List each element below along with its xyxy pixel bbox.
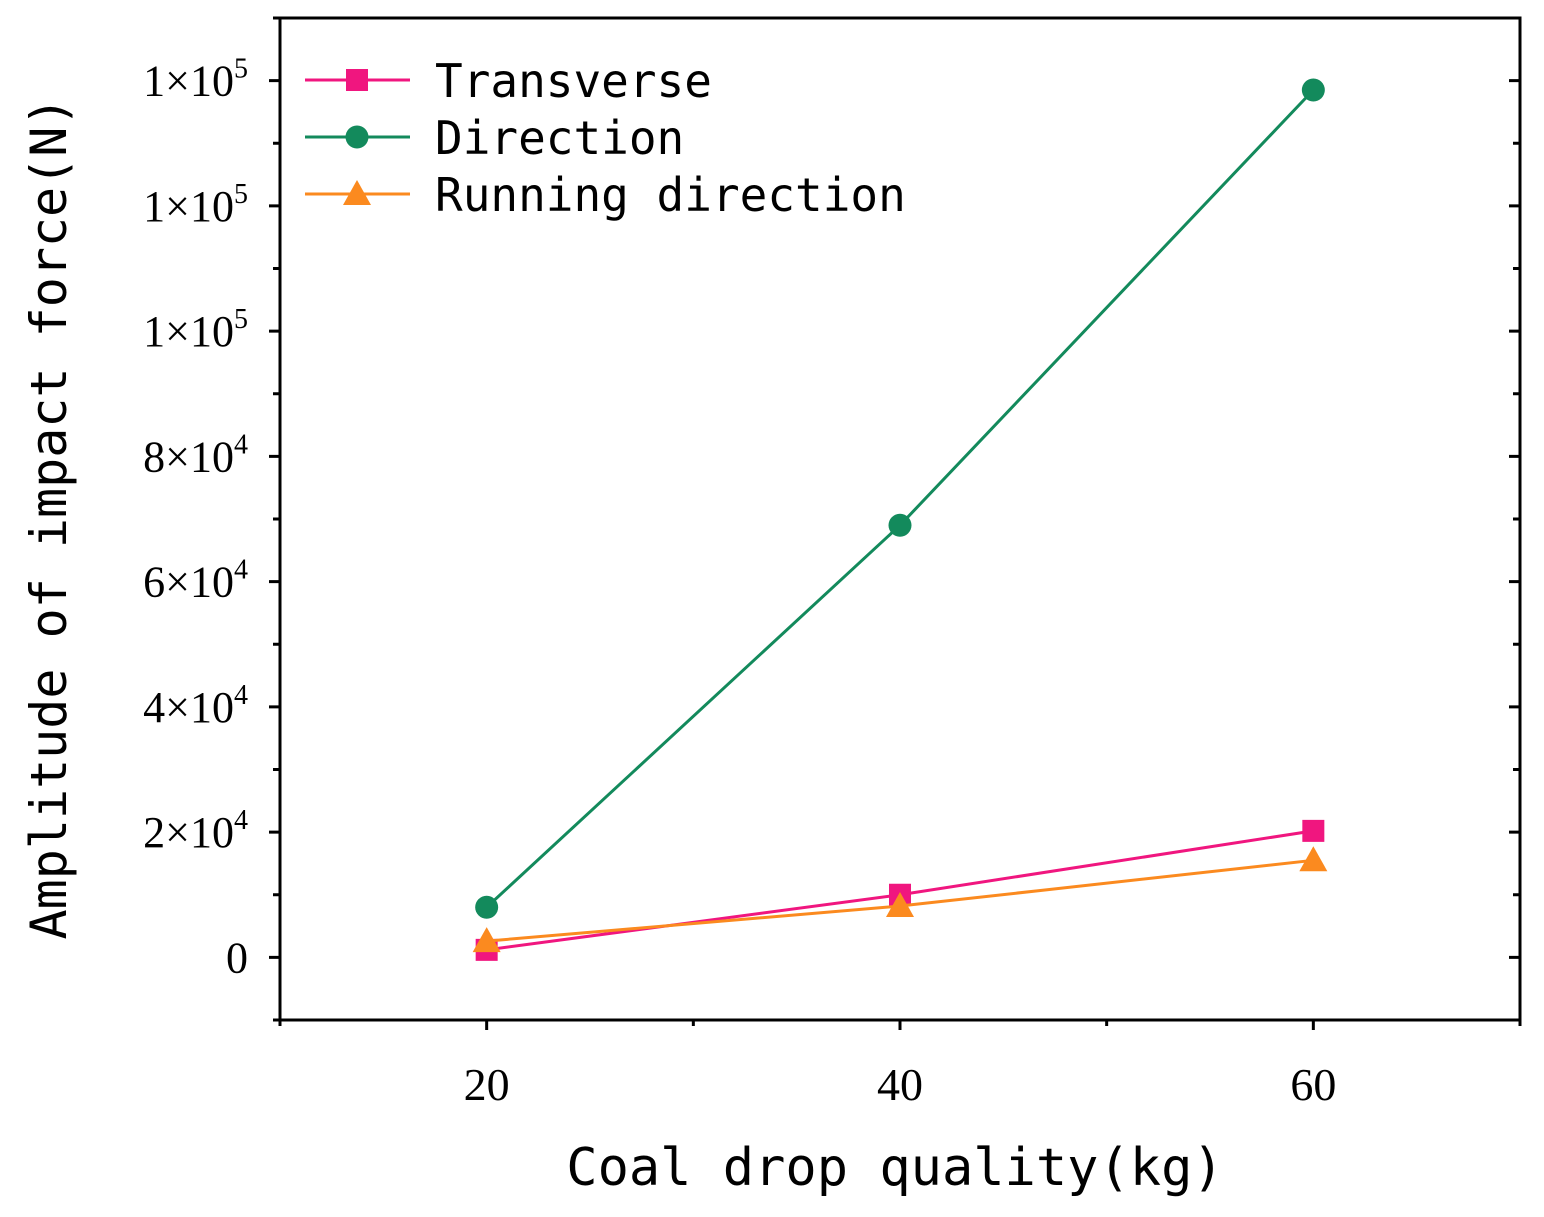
legend-label-transverse: Transverse [435, 54, 712, 108]
series-layer [472, 78, 1328, 961]
legend-label-running-direction: Running direction [435, 168, 906, 222]
x-tick-label: 40 [877, 1059, 923, 1110]
data-point-direction [888, 513, 912, 537]
legend-marker-transverse [346, 69, 368, 91]
data-point-transverse [1302, 819, 1325, 842]
ticks-layer: 20 40 60 0 2×104 4×104 6×104 8×104 1×105 1×105 1×1… [143, 16, 1522, 1110]
legend-label-direction: Direction [435, 111, 684, 165]
data-point-direction [475, 895, 499, 919]
y-tick-label: 1×105 [143, 304, 248, 356]
y-tick-label: 1×105 [143, 54, 248, 106]
y-tick-label: 6×104 [143, 555, 248, 607]
data-point-running-direction [1299, 846, 1328, 872]
x-tick-label: 20 [464, 1059, 510, 1110]
data-point-direction [1301, 78, 1325, 102]
y-tick-label: 2×104 [143, 805, 248, 857]
x-tick-label: 60 [1290, 1059, 1336, 1110]
legend-marker-running-direction [343, 180, 371, 205]
legend-marker-direction [345, 125, 369, 149]
data-point-running-direction [472, 927, 501, 953]
y-tick-label: 0 [226, 933, 248, 982]
x-axis-label: Coal drop quality(kg) [566, 1138, 1223, 1198]
y-tick-label: 1×105 [143, 179, 248, 231]
data-point-running-direction [886, 892, 914, 918]
y-tick-label: 4×104 [143, 680, 248, 732]
y-axis-label: Amplitude of impact force(N) [20, 97, 78, 940]
y-tick-label: 8×104 [143, 429, 248, 481]
